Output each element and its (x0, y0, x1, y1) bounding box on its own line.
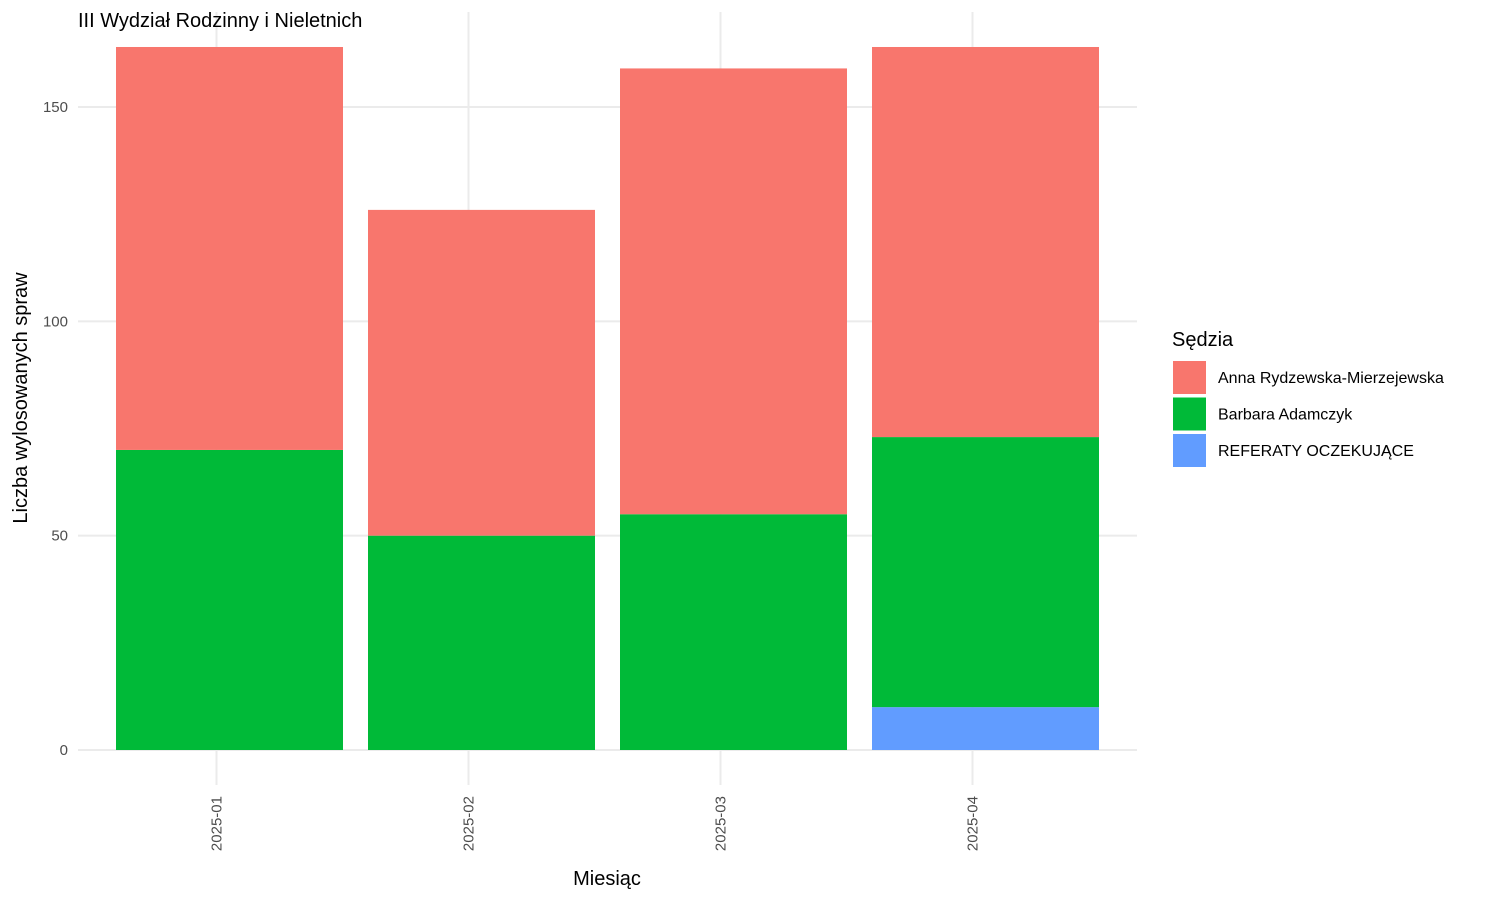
bar-segment (620, 514, 847, 750)
chart-title: III Wydział Rodzinny i Nieletnich (78, 10, 362, 32)
bar-segment (368, 209, 595, 536)
y-tick-label: 100 (43, 313, 68, 330)
y-tick-label: 50 (51, 528, 68, 545)
legend-swatch (1173, 434, 1206, 467)
y-tick-label: 0 (60, 742, 68, 759)
legend-label: REFERATY OCZEKUJĄCE (1218, 443, 1414, 460)
legend-title: Sędzia (1172, 329, 1234, 351)
bar-segment (872, 707, 1099, 750)
x-tick-label: 2025-04 (965, 796, 982, 851)
x-tick-label: 2025-02 (461, 796, 478, 851)
bar-segment (872, 437, 1099, 708)
x-axis-title: Miesiąc (573, 868, 641, 890)
legend-swatch (1173, 397, 1206, 431)
bars (116, 46, 1099, 750)
y-axis-title: Liczba wylosowanych spraw (10, 272, 32, 524)
bar-segment (620, 68, 847, 515)
bar-segment (872, 46, 1099, 438)
y-axis-ticks: 0 50 100 150 (43, 99, 68, 759)
bar-segment (116, 46, 343, 450)
bar-segment (116, 449, 343, 750)
x-tick-label: 2025-03 (713, 796, 730, 851)
y-tick-label: 150 (43, 99, 68, 116)
x-tick-label: 2025-01 (209, 796, 226, 851)
legend-label: Anna Rydzewska-Mierzejewska (1218, 370, 1444, 387)
bar-segment (368, 535, 595, 750)
legend-swatch (1173, 361, 1206, 394)
legend: Sędzia Anna Rydzewska-Mierzejewska Barbar… (1172, 329, 1444, 467)
legend-label: Barbara Adamczyk (1218, 407, 1353, 424)
x-axis-ticks: 2025-01 2025-02 2025-03 2025-04 (209, 796, 982, 851)
